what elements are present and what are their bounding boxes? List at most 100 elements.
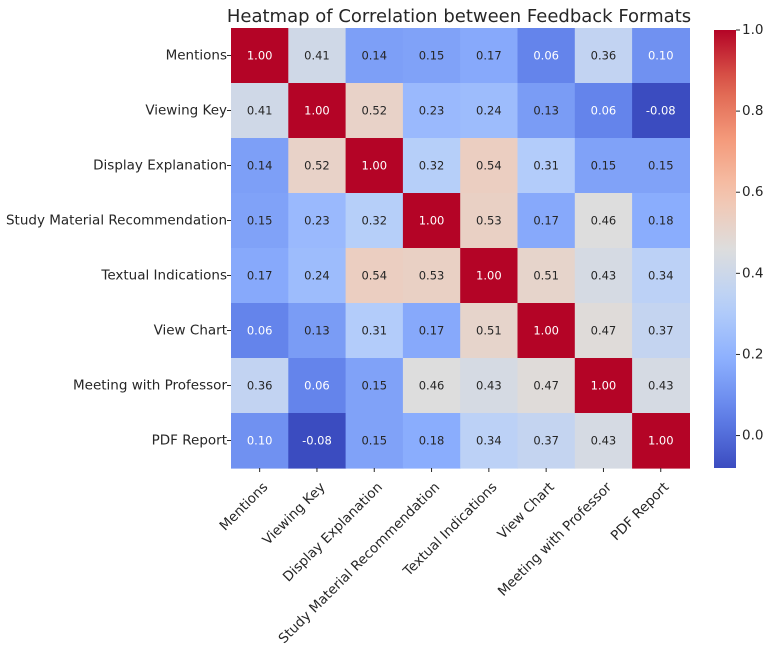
heatmap-cell xyxy=(517,83,576,139)
heatmap-cell xyxy=(402,83,461,139)
cell-value-label: 0.13 xyxy=(304,324,330,338)
heatmap-cell xyxy=(632,248,690,304)
cell-value-label: 0.32 xyxy=(419,159,445,173)
heatmap-cell xyxy=(460,358,519,414)
cell-value-label: 0.14 xyxy=(361,49,387,63)
heatmap-cell xyxy=(460,28,519,84)
cell-value-label: 0.23 xyxy=(419,104,445,118)
heatmap-cell xyxy=(460,413,519,469)
heatmap-cell xyxy=(231,303,289,359)
cell-value-label: 0.53 xyxy=(476,214,502,228)
cell-value-label: 1.00 xyxy=(361,159,387,173)
heatmap-cell xyxy=(517,28,576,84)
heatmap-cell xyxy=(517,193,576,249)
cell-value-label: 0.37 xyxy=(648,324,674,338)
heatmap-cell xyxy=(460,83,519,139)
heatmap-cell xyxy=(517,303,576,359)
y-tick-label: Display Explanation xyxy=(93,158,227,174)
colorbar: 1.0 0.8 0.6 0.4 0.2 0.0 xyxy=(714,22,763,468)
cell-value-label: 0.36 xyxy=(591,49,617,63)
heatmap-cell xyxy=(402,28,461,84)
colorbar-tick-label: 0.8 xyxy=(742,103,763,119)
y-axis: Mentions Viewing Key Display Explanation St… xyxy=(6,48,231,449)
colorbar-gradient xyxy=(714,30,736,468)
heatmap-cell xyxy=(402,193,461,249)
cell-value-label: 0.52 xyxy=(361,104,387,118)
cell-value-label: 0.15 xyxy=(419,49,445,63)
heatmap-cell xyxy=(574,28,633,84)
cell-value-label: 1.00 xyxy=(591,379,617,393)
cell-value-label: 0.31 xyxy=(361,324,387,338)
heatmap-cell xyxy=(632,303,690,359)
cell-value-label: 0.15 xyxy=(591,159,617,173)
heatmap-cell xyxy=(574,83,633,139)
cell-value-label: 0.43 xyxy=(648,379,674,393)
heatmap-cell xyxy=(231,358,289,414)
y-tick-label: PDF Report xyxy=(152,433,227,449)
heatmap-cell xyxy=(345,138,404,194)
heatmap-cell xyxy=(517,248,576,304)
y-tick-label: Study Material Recommendation xyxy=(6,213,227,229)
heatmap-cell xyxy=(288,303,347,359)
heatmap-cell xyxy=(632,138,690,194)
heatmap-cell xyxy=(231,413,289,469)
x-tick-label: Meeting with Professor xyxy=(495,479,616,600)
cell-value-label: 0.24 xyxy=(304,269,330,283)
heatmap-cell xyxy=(231,248,289,304)
cell-value-label: 0.51 xyxy=(533,269,559,283)
heatmap-cell xyxy=(288,28,347,84)
heatmap-cell xyxy=(345,413,404,469)
colorbar-tick-label: 0.0 xyxy=(742,428,763,444)
cell-value-label: 0.15 xyxy=(247,214,273,228)
heatmap-cell xyxy=(288,413,347,469)
cell-value-label: 0.37 xyxy=(533,434,559,448)
y-tick-label: Viewing Key xyxy=(145,103,227,119)
heatmap-cell xyxy=(288,358,347,414)
cell-value-label: 0.14 xyxy=(247,159,273,173)
heatmap-cell xyxy=(517,413,576,469)
cell-value-label: 0.34 xyxy=(476,434,502,448)
heatmap-cell xyxy=(345,248,404,304)
heatmap-cell xyxy=(345,83,404,139)
cell-value-label: 1.00 xyxy=(648,434,674,448)
cell-value-label: 0.41 xyxy=(247,104,273,118)
heatmap-cell xyxy=(345,193,404,249)
cell-value-label: -0.08 xyxy=(646,104,676,118)
heatmap-cell xyxy=(288,193,347,249)
cell-value-label: 0.06 xyxy=(304,379,330,393)
heatmap-cell xyxy=(574,413,633,469)
cell-value-label: 0.24 xyxy=(476,104,502,118)
heatmap-cell-labels: 1.00 0.41 0.14 0.15 0.17 0.06 0.36 0.10 0.41 1.00… xyxy=(247,49,676,448)
heatmap-cell xyxy=(231,83,289,139)
heatmap-cell xyxy=(402,303,461,359)
cell-value-label: 0.17 xyxy=(476,49,502,63)
heatmap-cell xyxy=(517,358,576,414)
heatmap-cell xyxy=(460,138,519,194)
cell-value-label: 0.23 xyxy=(304,214,330,228)
heatmap-cell xyxy=(402,248,461,304)
heatmap-cell xyxy=(460,248,519,304)
heatmap-cell xyxy=(517,138,576,194)
colorbar-tick-label: 0.4 xyxy=(742,265,763,281)
cell-value-label: 0.06 xyxy=(533,49,559,63)
cell-value-label: 0.17 xyxy=(247,269,273,283)
heatmap-cell xyxy=(574,303,633,359)
heatmap-cell xyxy=(345,358,404,414)
y-tick-label: Mentions xyxy=(166,48,227,64)
heatmap-cell xyxy=(574,248,633,304)
cell-value-label: 0.32 xyxy=(361,214,387,228)
cell-value-label: 1.00 xyxy=(247,49,273,63)
heatmap-cell xyxy=(632,28,690,84)
heatmap-cell xyxy=(345,303,404,359)
heatmap-cell xyxy=(632,358,690,414)
cell-value-label: 0.31 xyxy=(533,159,559,173)
cell-value-label: 0.15 xyxy=(648,159,674,173)
cell-value-label: 1.00 xyxy=(476,269,502,283)
cell-value-label: 0.10 xyxy=(648,49,674,63)
x-tick-label: Display Explanation xyxy=(280,479,386,585)
heatmap-cell xyxy=(231,138,289,194)
cell-value-label: 0.41 xyxy=(304,49,330,63)
cell-value-label: 0.06 xyxy=(247,324,273,338)
